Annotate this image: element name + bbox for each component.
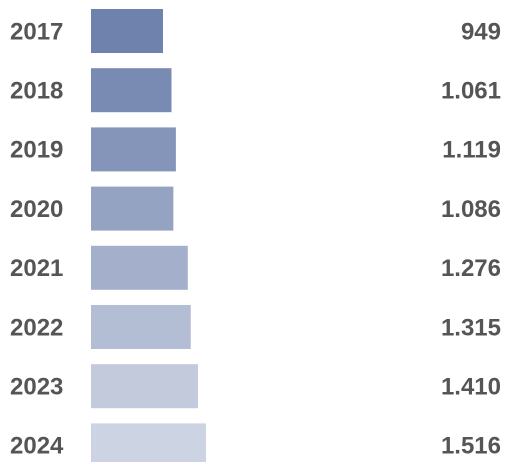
value-label: 1.276 <box>441 255 501 282</box>
category-label: 2023 <box>10 374 63 401</box>
bar <box>91 68 172 113</box>
bar <box>91 186 174 231</box>
value-label: 1.315 <box>441 314 501 341</box>
category-label: 2019 <box>10 137 63 164</box>
bar <box>91 127 176 172</box>
category-label: 2018 <box>10 78 63 105</box>
value-label: 1.061 <box>441 78 501 105</box>
value-label: 1.516 <box>441 433 501 460</box>
value-label: 1.086 <box>441 196 501 223</box>
value-label: 1.410 <box>441 374 501 401</box>
value-label: 949 <box>461 18 501 45</box>
category-label: 2017 <box>10 18 63 45</box>
bar <box>91 364 198 409</box>
category-label: 2024 <box>10 433 64 460</box>
value-label: 1.119 <box>442 137 501 164</box>
category-label: 2022 <box>10 314 63 341</box>
bar <box>91 423 206 467</box>
category-label: 2021 <box>10 255 63 282</box>
bar <box>91 9 163 53</box>
bar <box>91 305 191 349</box>
bar <box>91 245 188 290</box>
category-label: 2020 <box>10 196 63 223</box>
